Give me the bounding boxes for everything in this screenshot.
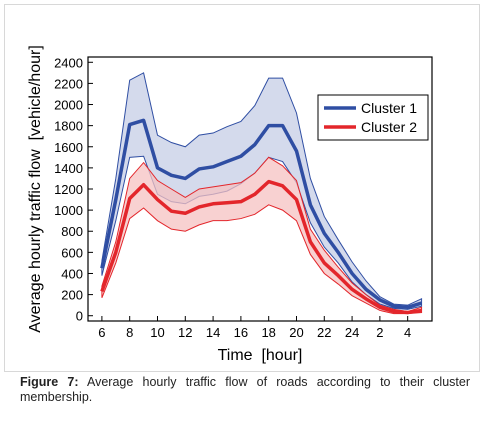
band <box>101 156 423 315</box>
x-axis-label: Time [hour] <box>218 347 303 364</box>
chart: 0200400600800100012001400160018002000220… <box>27 45 433 364</box>
x-tick-label: 14 <box>206 325 220 340</box>
x-tick-label: 2 <box>376 325 383 340</box>
caption: Figure 7: Average hourly traffic flow of… <box>20 375 470 405</box>
caption-text: Average hourly traffic flow of roads acc… <box>20 375 470 404</box>
x-tick-label: 4 <box>404 325 411 340</box>
x-tick-label: 18 <box>261 325 275 340</box>
x-tick-label: 12 <box>178 325 192 340</box>
x-tick-label: 22 <box>317 325 331 340</box>
legend-box <box>317 94 429 141</box>
x-tick-label: 10 <box>150 325 164 340</box>
y-tick-label: 400 <box>61 266 83 281</box>
y-tick-label: 2200 <box>54 76 83 91</box>
figure-frame <box>4 4 480 372</box>
series-line <box>100 179 422 315</box>
y-tick-label: 200 <box>61 288 83 303</box>
caption-label: Figure 7: <box>20 375 79 389</box>
y-tick-label: 2000 <box>54 98 83 113</box>
x-tick-label: 6 <box>98 325 105 340</box>
y-tick-label: 1400 <box>54 161 83 176</box>
y-tick-label: 800 <box>61 224 83 239</box>
y-axis-label: Average hourly traffic flow [vehicle/hou… <box>27 45 44 333</box>
y-tick-label: 1000 <box>54 203 83 218</box>
x-tick-label: 24 <box>345 325 359 340</box>
legend-label: Cluster 2 <box>361 119 417 135</box>
x-tick-label: 16 <box>234 325 248 340</box>
y-tick-label: 0 <box>76 309 83 324</box>
x-tick-label: 8 <box>126 325 133 340</box>
legend-label: Cluster 1 <box>361 100 417 116</box>
y-tick-label: 1600 <box>54 140 83 155</box>
series-line <box>100 118 423 310</box>
y-tick-label: 1800 <box>54 119 83 134</box>
x-tick-label: 20 <box>289 325 303 340</box>
y-tick-label: 1200 <box>54 182 83 197</box>
y-tick-label: 2400 <box>54 55 83 70</box>
y-tick-label: 600 <box>61 245 83 260</box>
